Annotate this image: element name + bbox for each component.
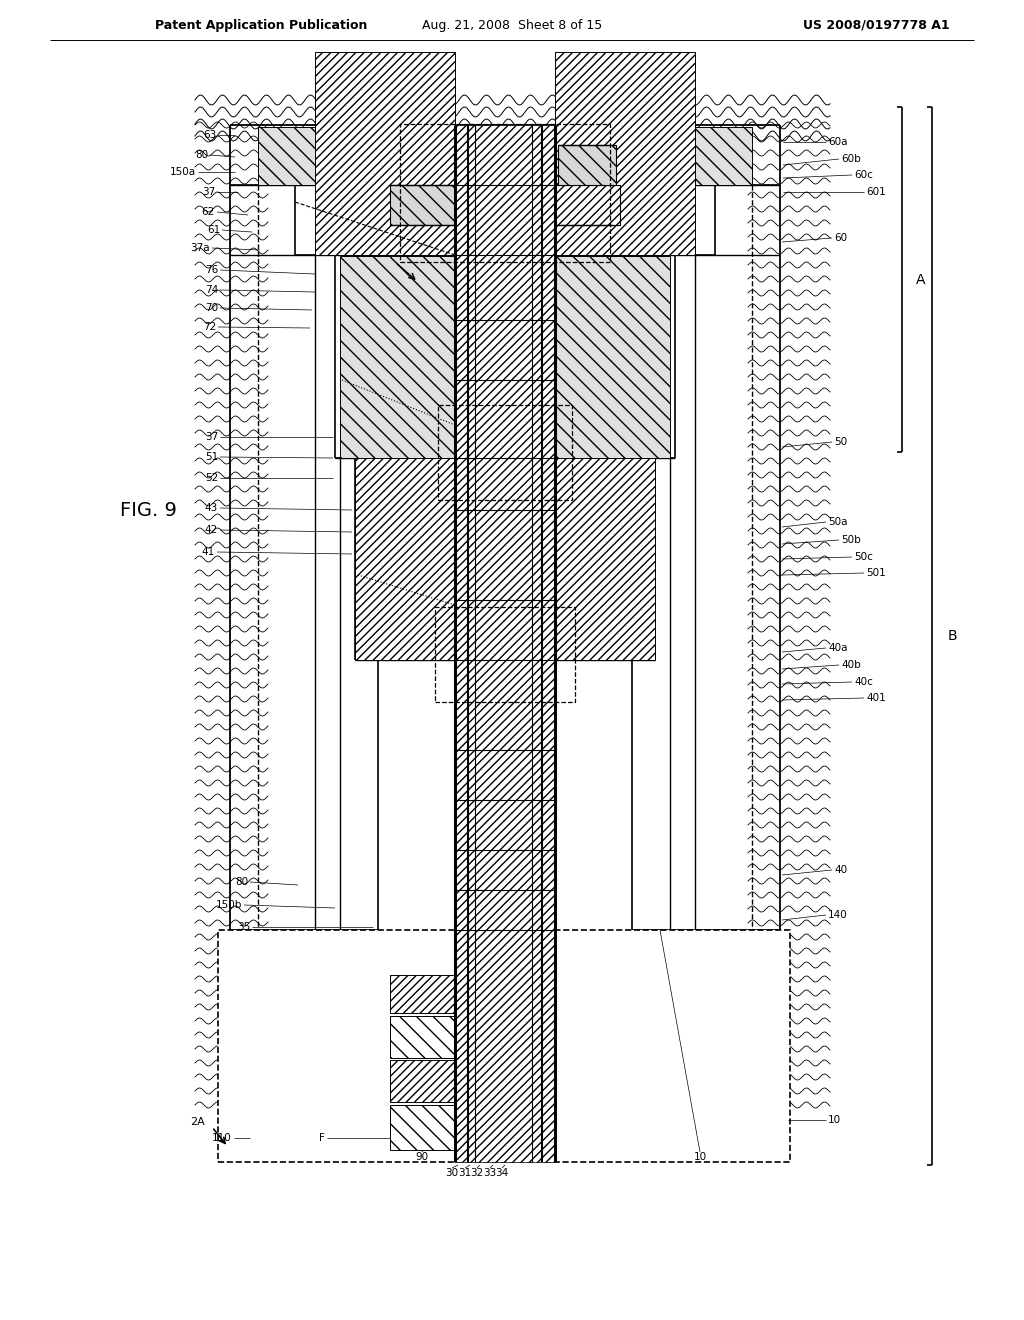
Text: FIG. 9: FIG. 9 xyxy=(120,500,177,520)
Bar xyxy=(555,458,655,660)
Text: 34: 34 xyxy=(496,1168,509,1177)
Text: 33: 33 xyxy=(483,1168,497,1177)
Text: 10: 10 xyxy=(828,1115,841,1125)
Bar xyxy=(315,51,455,255)
Text: 140: 140 xyxy=(828,909,848,920)
Text: 70: 70 xyxy=(205,304,218,313)
Text: 50: 50 xyxy=(834,437,847,447)
Text: 40a: 40a xyxy=(828,643,848,653)
Text: 50b: 50b xyxy=(841,535,861,545)
Bar xyxy=(390,1060,535,1102)
Text: 110: 110 xyxy=(212,1133,232,1143)
Text: 37: 37 xyxy=(205,432,218,442)
Text: 62: 62 xyxy=(202,207,215,216)
Text: 60c: 60c xyxy=(854,170,872,180)
Text: 32: 32 xyxy=(470,1168,483,1177)
Text: 74: 74 xyxy=(205,285,218,294)
Text: 50c: 50c xyxy=(854,552,872,562)
Bar xyxy=(390,1016,535,1059)
Text: 2A: 2A xyxy=(190,1117,205,1127)
Text: 42: 42 xyxy=(205,525,218,535)
Bar xyxy=(390,185,455,224)
Bar xyxy=(390,1105,535,1150)
Text: 90: 90 xyxy=(416,1152,429,1162)
Text: 52: 52 xyxy=(205,473,218,483)
Bar xyxy=(390,975,535,1012)
Text: 31: 31 xyxy=(459,1168,472,1177)
Text: 35: 35 xyxy=(237,921,250,932)
Bar xyxy=(555,51,695,255)
Text: 601: 601 xyxy=(866,187,886,197)
Bar xyxy=(355,458,455,660)
Bar xyxy=(258,127,455,185)
Text: 60b: 60b xyxy=(841,154,861,164)
Text: 401: 401 xyxy=(866,693,886,704)
Text: 40b: 40b xyxy=(841,660,861,671)
Bar xyxy=(435,607,575,702)
Text: 150b: 150b xyxy=(216,900,242,909)
Text: 51: 51 xyxy=(205,451,218,462)
Text: 60a: 60a xyxy=(828,137,848,147)
Text: A: A xyxy=(916,273,926,286)
Text: 30: 30 xyxy=(445,1168,459,1177)
Text: 150a: 150a xyxy=(170,168,196,177)
Text: Aug. 21, 2008  Sheet 8 of 15: Aug. 21, 2008 Sheet 8 of 15 xyxy=(422,18,602,32)
Bar xyxy=(400,124,610,261)
Text: 80: 80 xyxy=(195,150,208,160)
Text: 63: 63 xyxy=(203,129,216,140)
Text: 60: 60 xyxy=(834,234,847,243)
Bar xyxy=(218,931,790,1162)
Text: 37a: 37a xyxy=(190,243,210,253)
Bar xyxy=(438,405,572,500)
Bar xyxy=(455,125,555,1162)
Text: 76: 76 xyxy=(205,265,218,275)
Bar xyxy=(340,256,455,458)
Text: US 2008/0197778 A1: US 2008/0197778 A1 xyxy=(804,18,950,32)
Text: 61: 61 xyxy=(207,224,220,235)
Text: 43: 43 xyxy=(205,503,218,513)
Text: 72: 72 xyxy=(203,322,216,333)
Text: 40c: 40c xyxy=(854,677,872,686)
Text: 10: 10 xyxy=(693,1152,707,1162)
Bar xyxy=(555,256,670,458)
Text: 50a: 50a xyxy=(828,517,848,527)
Text: 37: 37 xyxy=(202,187,215,197)
Text: B: B xyxy=(948,630,957,643)
Text: 41: 41 xyxy=(202,546,215,557)
Text: 501: 501 xyxy=(866,568,886,578)
Bar xyxy=(555,127,752,185)
Text: F: F xyxy=(319,1133,325,1143)
Text: Patent Application Publication: Patent Application Publication xyxy=(155,18,368,32)
Bar xyxy=(558,145,616,185)
Text: 40: 40 xyxy=(834,865,847,875)
Text: 80: 80 xyxy=(234,876,248,887)
Bar xyxy=(555,185,620,224)
